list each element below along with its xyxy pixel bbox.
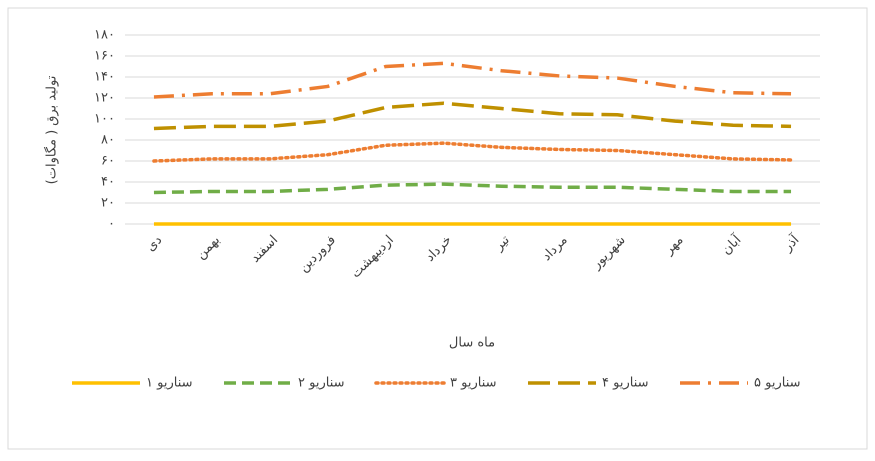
legend-label: سناریو ۵: [754, 376, 801, 391]
legend-label: سناریو ۱: [146, 376, 193, 391]
y-axis-title: تولید برق ( مگاوات): [44, 75, 60, 184]
chart-border: [7, 7, 868, 450]
y-tick-label: ۱۴۰: [94, 70, 115, 85]
legend-label: سناریو ۲: [298, 376, 345, 391]
y-tick-label: ۰: [108, 217, 115, 232]
series-line: [153, 101, 792, 131]
y-tick-label: ۱۸۰: [94, 28, 115, 43]
legend-label: سناریو ۴: [602, 376, 649, 391]
series-line: [153, 182, 792, 195]
y-tick-label: ۲۰: [101, 196, 115, 211]
series-line: [152, 141, 793, 163]
y-tick-label: ۱۶۰: [94, 49, 115, 64]
y-tick-label: ۸۰: [101, 133, 115, 148]
y-tick-label: ۱۰۰: [94, 112, 115, 127]
legend-label: سناریو ۳: [450, 376, 497, 391]
series-line: [153, 61, 792, 99]
y-tick-label: ۴۰: [101, 175, 115, 190]
y-tick-label: ۶۰: [101, 154, 115, 169]
y-tick-label: ۱۲۰: [94, 91, 115, 106]
x-axis-title: ماه سال: [449, 336, 495, 351]
